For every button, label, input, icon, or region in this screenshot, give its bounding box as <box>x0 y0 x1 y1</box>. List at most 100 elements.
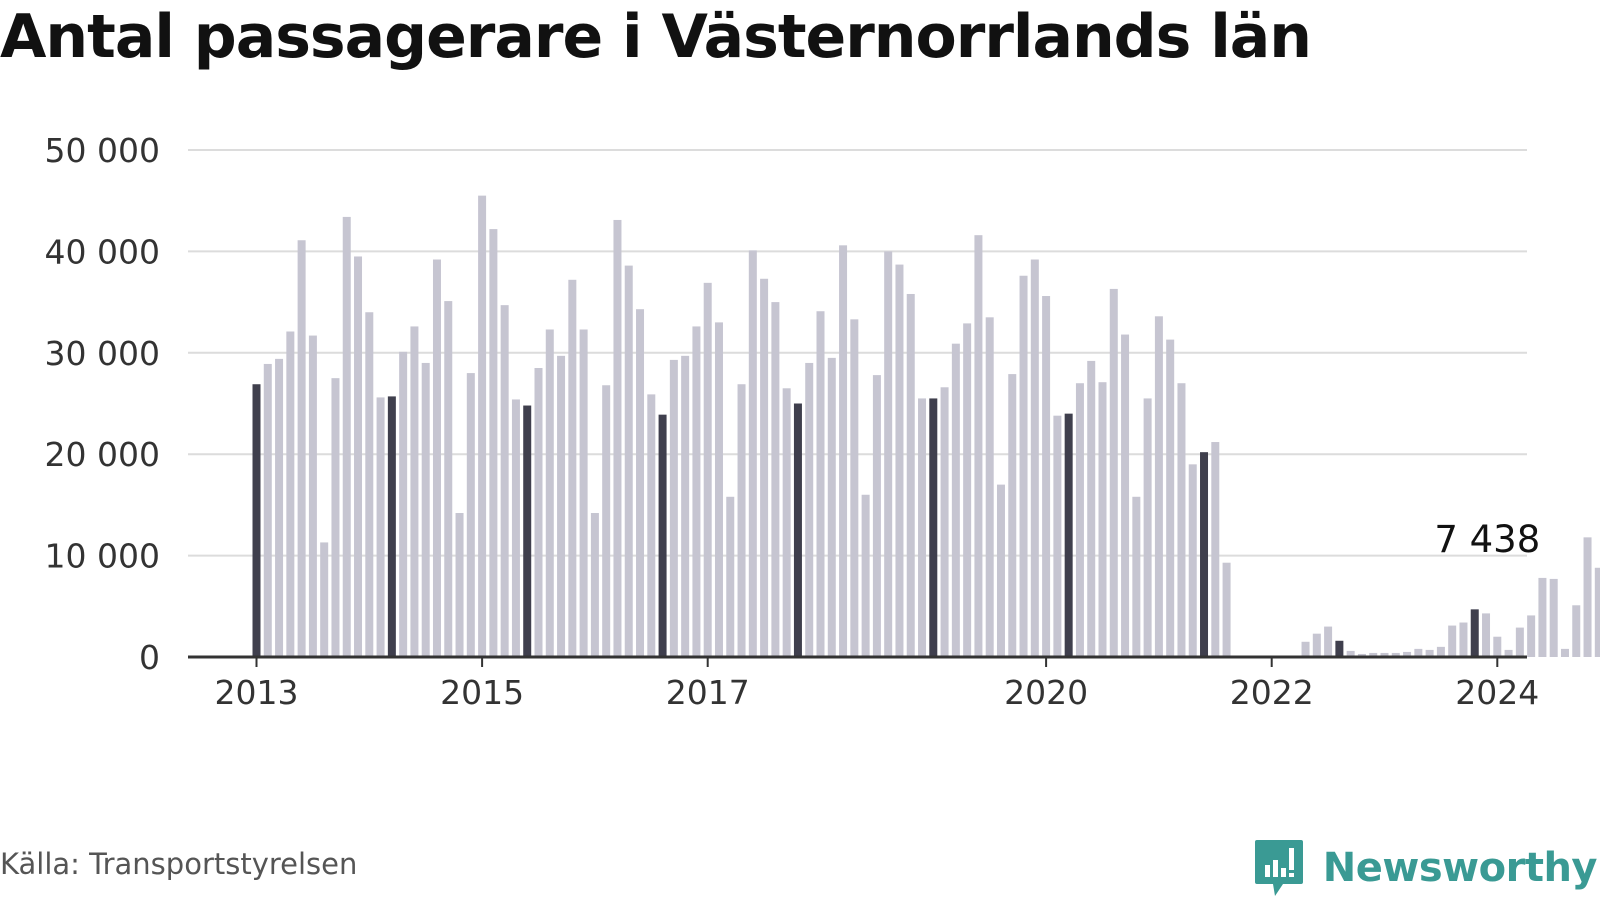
bar <box>444 301 453 657</box>
bar <box>951 343 960 657</box>
bar <box>647 394 656 657</box>
bar <box>1188 464 1197 657</box>
newsworthy-logo-icon <box>1254 840 1303 896</box>
bar <box>1075 383 1084 657</box>
bar <box>1380 652 1389 657</box>
bar <box>568 279 577 657</box>
bar <box>658 414 667 657</box>
bar <box>534 368 543 657</box>
y-tick-label: 10 000 <box>45 537 160 576</box>
bar <box>1143 398 1152 657</box>
y-axis-labels: 0 10 000 20 000 30 000 40 000 50 000 <box>45 131 160 677</box>
bar <box>410 326 419 657</box>
bar <box>850 319 859 657</box>
bar <box>906 293 915 657</box>
bar <box>297 240 306 657</box>
bar <box>478 195 487 657</box>
bar <box>1121 334 1130 657</box>
bar <box>1166 339 1175 657</box>
bar <box>399 351 408 657</box>
bar <box>1459 622 1468 657</box>
brand-name: Newsworthy <box>1322 845 1598 891</box>
bar <box>376 397 385 657</box>
bar <box>511 399 520 657</box>
x-tick-label: 2015 <box>440 673 524 712</box>
bar <box>714 322 723 657</box>
bar <box>1301 641 1310 657</box>
bar <box>793 403 802 657</box>
bar <box>365 312 374 657</box>
bar <box>624 265 633 657</box>
x-axis: 2013 2015 2017 2020 2022 2024 <box>188 655 1539 712</box>
bar <box>1030 259 1039 657</box>
bar <box>1560 648 1569 657</box>
bar <box>918 398 927 657</box>
source-note: Källa: Transportstyrelsen <box>0 847 358 881</box>
bar <box>489 229 498 658</box>
y-tick-label: 40 000 <box>45 232 160 271</box>
bar <box>1504 649 1513 657</box>
bar <box>1211 442 1220 657</box>
bar <box>1538 577 1547 657</box>
latest-value-label: 7 438 <box>1434 518 1540 561</box>
y-tick-label: 20 000 <box>45 435 160 474</box>
bar <box>387 396 396 657</box>
bar <box>252 384 261 657</box>
bar <box>782 388 791 657</box>
bar <box>557 355 566 657</box>
bar <box>1572 605 1581 657</box>
bar <box>1515 627 1524 657</box>
bar <box>895 264 904 657</box>
bar <box>1346 650 1355 657</box>
bar <box>692 326 701 657</box>
bar <box>1087 360 1096 657</box>
bar <box>331 378 340 657</box>
x-tick-label: 2013 <box>215 673 299 712</box>
bar <box>545 329 554 657</box>
bar <box>737 384 746 657</box>
bar <box>590 513 599 657</box>
bar <box>1324 626 1333 657</box>
bar <box>466 373 475 657</box>
bar <box>1583 537 1592 657</box>
bar <box>703 282 712 657</box>
x-tick-label: 2022 <box>1230 673 1314 712</box>
bar <box>1019 275 1028 657</box>
bar <box>1357 653 1366 657</box>
bar <box>1470 609 1479 657</box>
bar <box>1391 652 1400 657</box>
bar <box>861 494 870 657</box>
bar <box>726 496 735 657</box>
bar <box>816 311 825 657</box>
bar <box>669 359 678 657</box>
bar <box>884 251 893 657</box>
bar <box>354 256 363 657</box>
bar <box>1042 296 1051 657</box>
bar <box>929 398 938 657</box>
brand-logo[interactable]: Newsworthy <box>1253 838 1598 898</box>
bar <box>275 358 284 657</box>
bar <box>1436 646 1445 657</box>
bar <box>1098 382 1107 657</box>
bar <box>1527 615 1536 657</box>
bar <box>1493 636 1502 657</box>
y-tick-label: 30 000 <box>45 334 160 373</box>
bar <box>455 513 464 657</box>
bar <box>602 385 611 657</box>
bar <box>963 323 972 657</box>
bar <box>1482 613 1491 657</box>
bar <box>1369 652 1378 657</box>
bar <box>1594 567 1600 657</box>
bar <box>996 484 1005 657</box>
bar <box>1312 633 1321 657</box>
bar <box>1064 413 1073 657</box>
bar <box>613 219 622 657</box>
bar <box>974 235 983 657</box>
bar <box>636 309 645 657</box>
bar <box>940 387 949 657</box>
bar <box>1425 649 1434 657</box>
bar <box>839 245 848 658</box>
x-tick-label: 2017 <box>666 673 750 712</box>
bar <box>827 357 836 657</box>
bar <box>432 259 441 657</box>
